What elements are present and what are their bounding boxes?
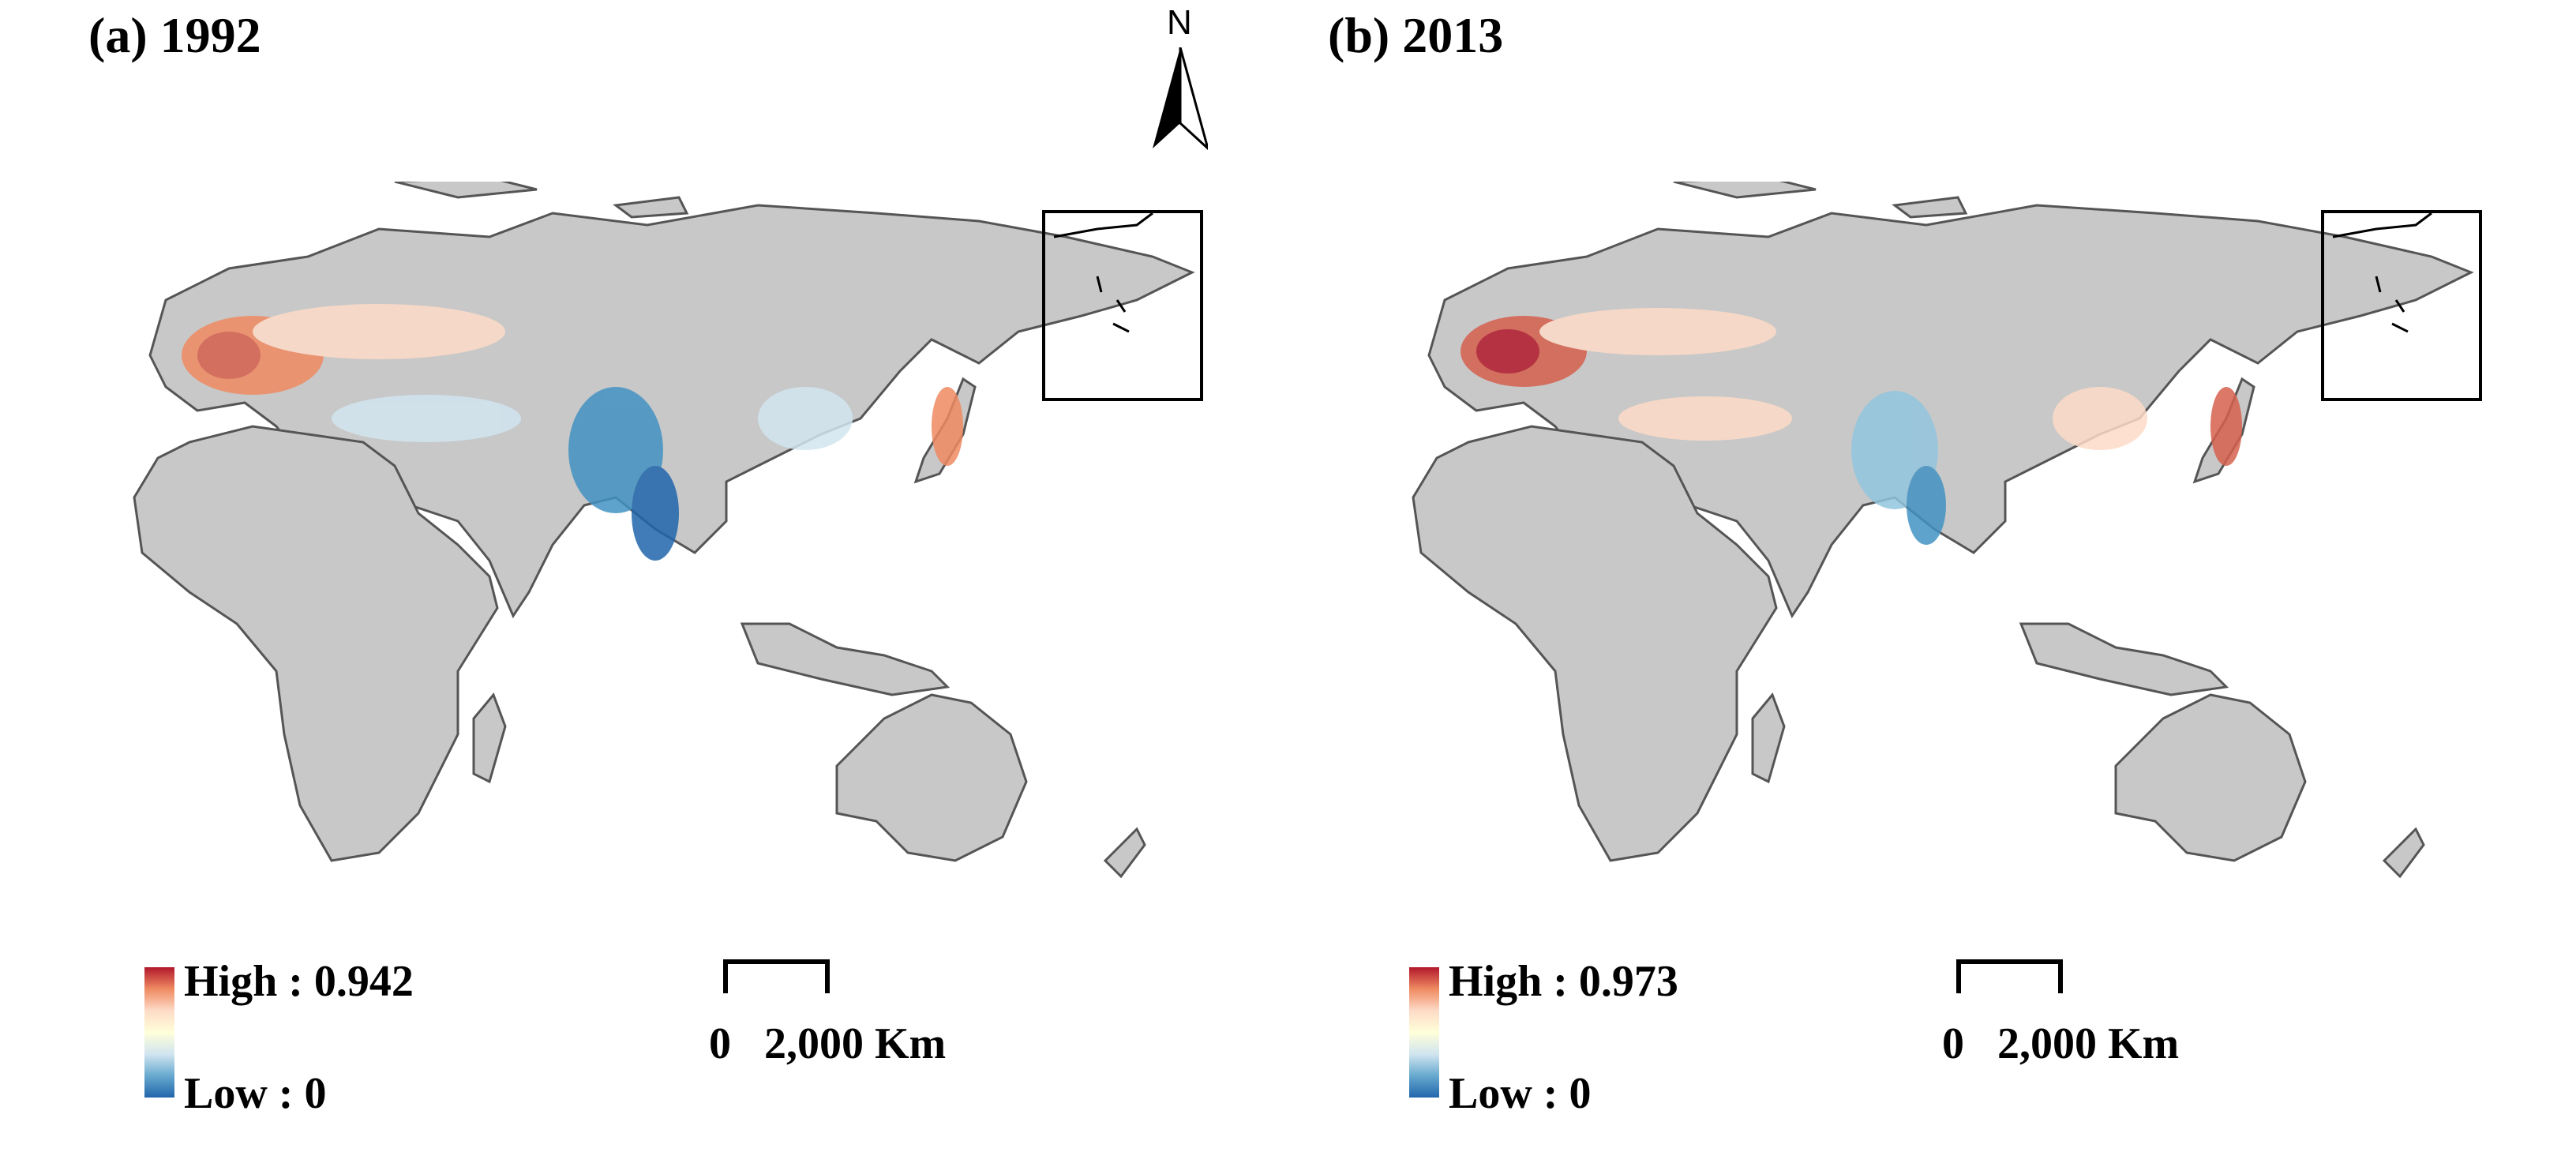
madagascar	[472, 692, 507, 784]
north-arrow: N	[1145, 3, 1216, 153]
index-overlay	[1460, 308, 2242, 545]
scale-bar-line	[723, 959, 830, 993]
arctic-islands	[394, 182, 689, 219]
africa	[133, 425, 499, 862]
new-zealand	[2382, 827, 2425, 879]
legend-low-label: Low : 0	[184, 1069, 327, 1118]
scale-bar-b: 0 2,000 Km	[1942, 954, 2274, 1072]
madagascar	[1751, 692, 1786, 784]
sea-islands	[740, 622, 951, 696]
australia	[835, 693, 1028, 862]
scale-bar-line	[1956, 959, 2063, 993]
panel-b-title: (b) 2013	[1328, 7, 1504, 63]
north-label: N	[1167, 3, 1192, 42]
scale-start: 0	[1942, 1019, 1964, 1068]
arctic-islands	[1673, 182, 1968, 219]
africa	[1412, 425, 1778, 862]
color-ramp	[144, 967, 174, 1098]
panel-a-title: (a) 1992	[88, 7, 261, 63]
australia	[2114, 693, 2307, 862]
new-zealand	[1103, 827, 1146, 879]
north-arrow-icon	[1153, 47, 1208, 150]
legend-high-label: High : 0.973	[1449, 957, 1678, 1006]
scale-start: 0	[709, 1019, 731, 1068]
legend-low-label: Low : 0	[1449, 1069, 1592, 1118]
inset-box	[1042, 210, 1203, 401]
scale-bar-a: 0 2,000 Km	[709, 954, 1041, 1072]
legend-1992: High : 0.942 Low : 0	[144, 957, 587, 1125]
legend-high-label: High : 0.942	[184, 957, 414, 1006]
legend-2013: High : 0.973 Low : 0	[1409, 957, 1851, 1125]
map-1992	[133, 182, 1203, 879]
inset-box	[2321, 210, 2482, 401]
map-2013	[1412, 182, 2482, 879]
color-ramp	[1409, 967, 1439, 1098]
scale-end: 2,000 Km	[764, 1019, 947, 1068]
index-overlay	[182, 304, 963, 561]
sea-islands	[2019, 622, 2229, 696]
scale-end: 2,000 Km	[1997, 1019, 2180, 1068]
